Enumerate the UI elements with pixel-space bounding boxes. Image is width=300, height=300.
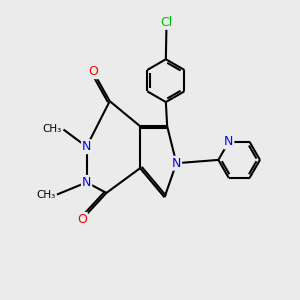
- Text: N: N: [82, 140, 91, 153]
- Text: N: N: [82, 176, 91, 189]
- Text: N: N: [172, 157, 181, 170]
- Text: CH₃: CH₃: [43, 124, 62, 134]
- Text: CH₃: CH₃: [36, 190, 56, 200]
- Text: O: O: [88, 65, 98, 78]
- Text: Cl: Cl: [160, 16, 172, 29]
- Text: O: O: [77, 213, 87, 226]
- Text: N: N: [224, 135, 233, 148]
